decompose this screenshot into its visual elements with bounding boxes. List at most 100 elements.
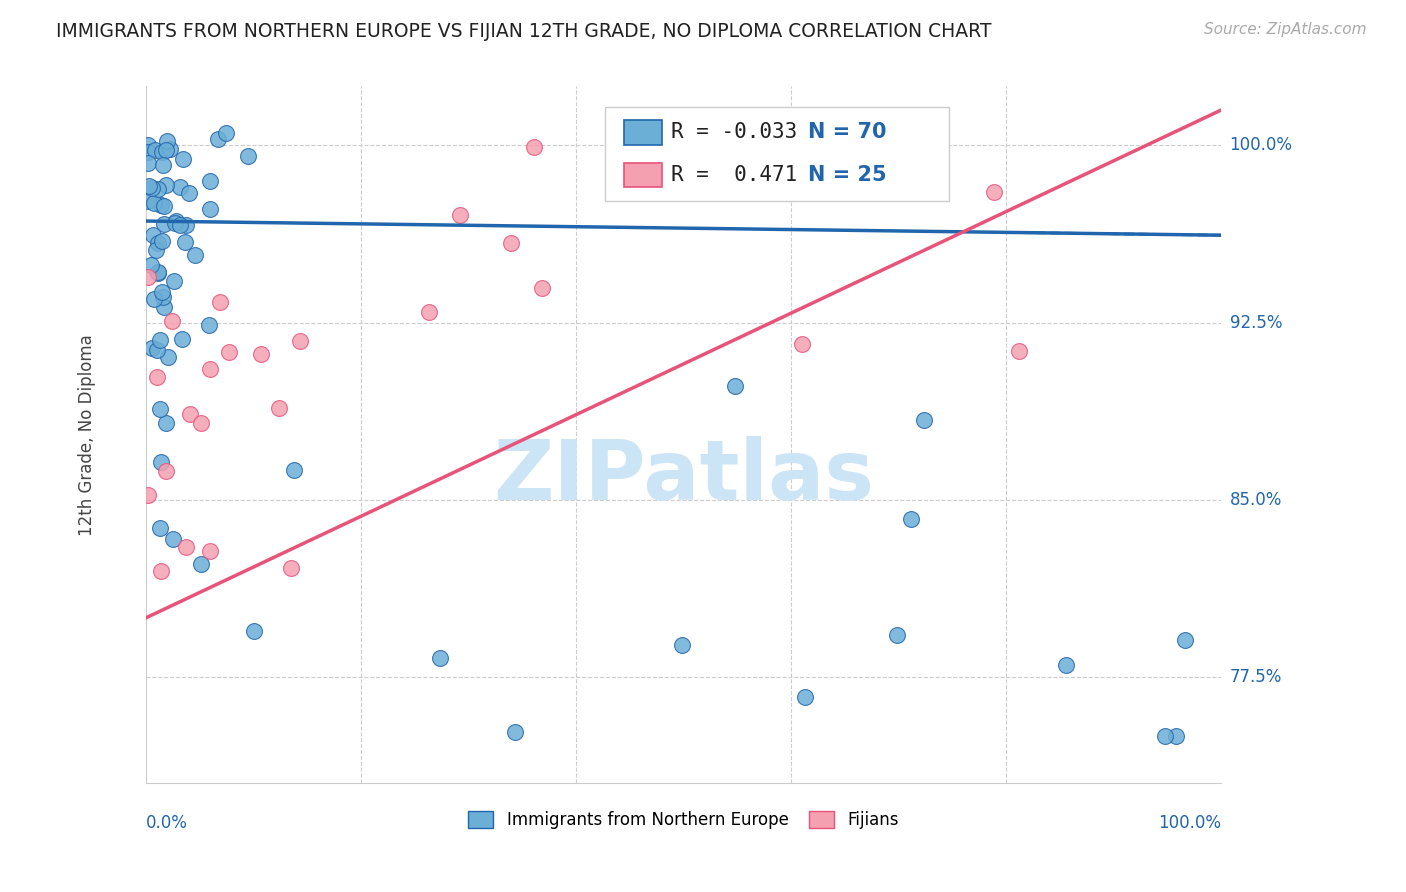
- Text: R = -0.033: R = -0.033: [671, 122, 797, 142]
- Point: [136, 145, 159, 159]
- Text: 100.0%: 100.0%: [1230, 136, 1292, 154]
- Point: [207, 132, 229, 146]
- Point: [200, 174, 222, 188]
- Point: [146, 343, 169, 358]
- Point: [157, 350, 180, 364]
- Point: [179, 407, 201, 421]
- Point: [198, 318, 221, 333]
- Text: 85.0%: 85.0%: [1230, 491, 1282, 508]
- Point: [522, 140, 544, 154]
- Text: 100.0%: 100.0%: [1159, 814, 1222, 832]
- Point: [449, 208, 471, 222]
- Point: [146, 265, 169, 279]
- Point: [155, 464, 177, 478]
- Point: [249, 347, 271, 361]
- Point: [136, 194, 159, 208]
- Point: [165, 214, 187, 228]
- Point: [1054, 658, 1077, 673]
- Point: [267, 401, 290, 416]
- Point: [172, 152, 194, 166]
- Point: [671, 638, 693, 652]
- Point: [146, 370, 169, 384]
- Point: [150, 234, 173, 248]
- Point: [136, 270, 159, 285]
- Point: [153, 218, 176, 232]
- Point: [149, 455, 172, 469]
- Point: [141, 180, 163, 194]
- Point: [283, 463, 305, 477]
- Point: [886, 628, 908, 642]
- Text: N = 70: N = 70: [808, 122, 887, 142]
- Point: [169, 218, 191, 232]
- Point: [190, 417, 212, 431]
- Point: [183, 248, 205, 262]
- Point: [155, 416, 177, 430]
- Point: [143, 143, 166, 157]
- Point: [174, 235, 197, 249]
- Point: [146, 235, 169, 250]
- Point: [169, 180, 191, 194]
- Point: [198, 202, 221, 216]
- Text: ZIPatlas: ZIPatlas: [494, 436, 875, 517]
- Point: [983, 185, 1005, 199]
- Point: [149, 401, 172, 416]
- Text: 92.5%: 92.5%: [1230, 314, 1282, 332]
- Point: [1154, 729, 1177, 743]
- Point: [150, 285, 173, 300]
- Point: [136, 137, 159, 152]
- Point: [198, 362, 221, 376]
- Point: [503, 724, 526, 739]
- Point: [136, 488, 159, 502]
- Point: [143, 292, 166, 306]
- Point: [165, 216, 187, 230]
- Point: [238, 149, 260, 163]
- Point: [280, 561, 302, 575]
- Point: [1164, 729, 1187, 743]
- Point: [143, 196, 166, 211]
- Point: [179, 186, 201, 200]
- Text: Source: ZipAtlas.com: Source: ZipAtlas.com: [1204, 22, 1367, 37]
- Point: [159, 142, 181, 156]
- Point: [156, 134, 179, 148]
- Point: [145, 244, 167, 258]
- Point: [793, 690, 815, 705]
- Point: [139, 258, 162, 272]
- Point: [531, 281, 554, 295]
- Point: [149, 521, 172, 535]
- Point: [900, 512, 922, 526]
- Point: [152, 301, 174, 315]
- Point: [429, 650, 451, 665]
- Point: [215, 127, 238, 141]
- Point: [138, 179, 160, 194]
- Point: [176, 218, 198, 232]
- Point: [141, 341, 163, 355]
- Point: [174, 541, 197, 555]
- Point: [218, 345, 240, 359]
- Text: 77.5%: 77.5%: [1230, 668, 1282, 686]
- Point: [912, 413, 935, 427]
- Point: [155, 143, 177, 157]
- Point: [290, 334, 312, 349]
- Text: N = 25: N = 25: [808, 165, 887, 185]
- Legend: Immigrants from Northern Europe, Fijians: Immigrants from Northern Europe, Fijians: [460, 803, 907, 838]
- Text: 0.0%: 0.0%: [146, 814, 187, 832]
- Point: [148, 182, 170, 196]
- Point: [155, 178, 177, 192]
- Point: [170, 332, 193, 346]
- Point: [1174, 632, 1197, 647]
- Point: [152, 290, 174, 304]
- Point: [146, 266, 169, 280]
- Point: [418, 305, 440, 319]
- Point: [149, 564, 172, 578]
- Point: [209, 295, 232, 310]
- Point: [724, 379, 747, 393]
- Point: [142, 228, 165, 243]
- Point: [163, 274, 186, 288]
- Point: [1008, 344, 1031, 359]
- Point: [499, 236, 522, 251]
- Point: [150, 145, 173, 159]
- Point: [160, 314, 183, 328]
- Point: [152, 158, 174, 172]
- Point: [200, 543, 222, 558]
- Text: 12th Grade, No Diploma: 12th Grade, No Diploma: [79, 334, 96, 536]
